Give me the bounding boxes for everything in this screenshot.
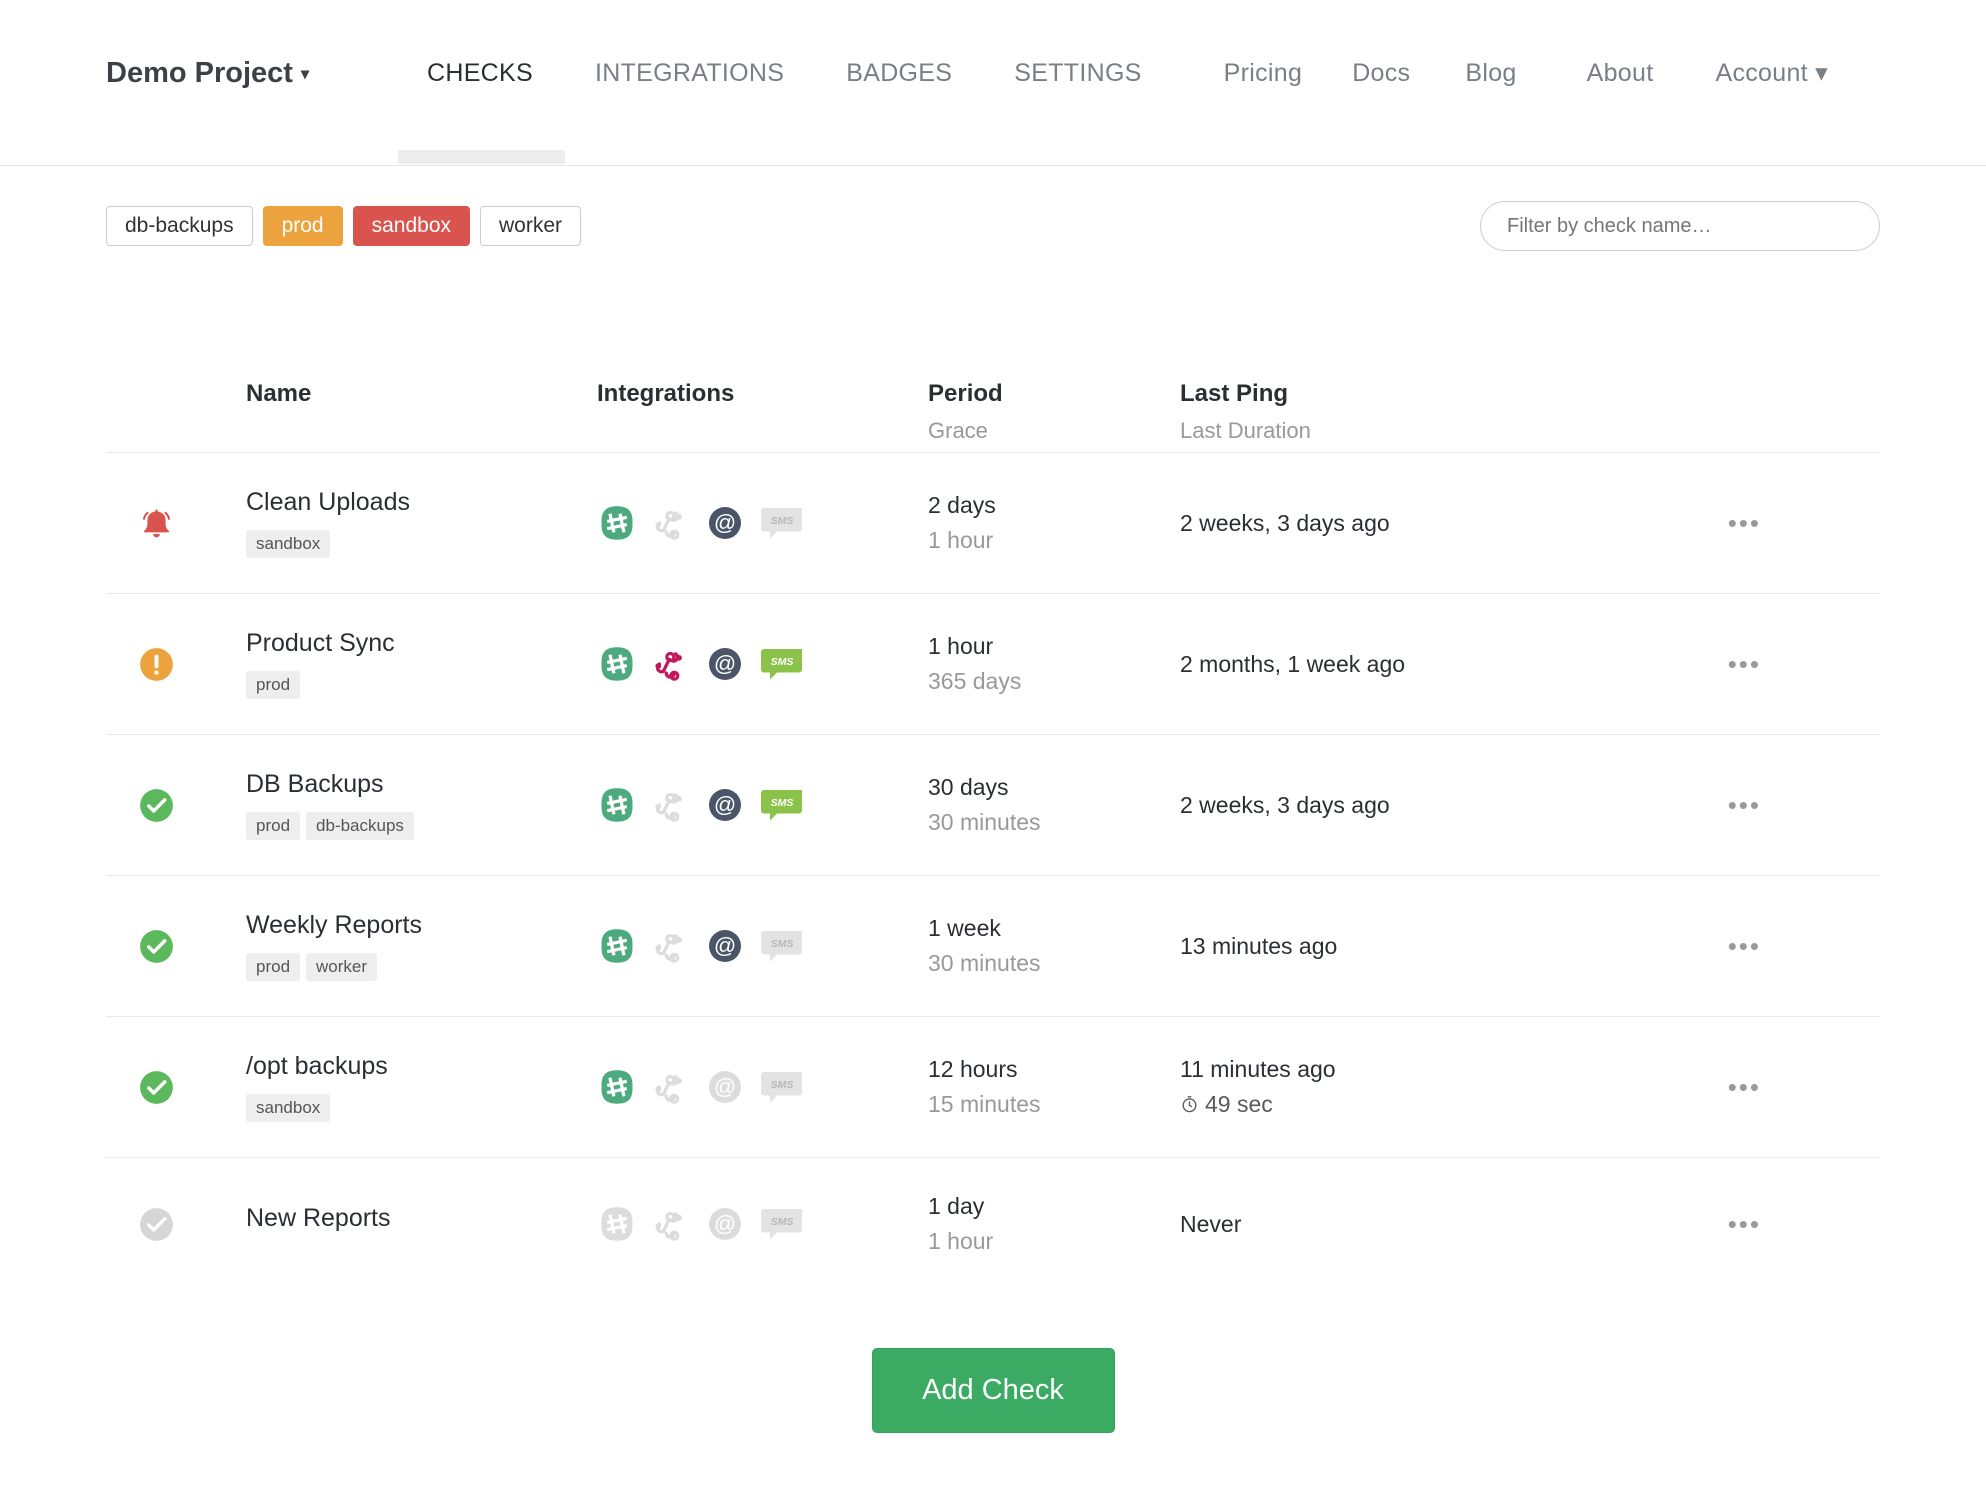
svg-text:@: @ [714,1211,736,1236]
svg-text:@: @ [714,933,736,958]
svg-text:SMS: SMS [771,656,794,668]
svg-text:SMS: SMS [771,1079,794,1091]
svg-text:@: @ [714,510,736,535]
svg-text:@: @ [714,792,736,817]
svg-text:SMS: SMS [771,797,794,809]
svg-text:@: @ [714,651,736,676]
svg-text:SMS: SMS [771,515,794,527]
svg-text:@: @ [714,1074,736,1099]
svg-text:SMS: SMS [771,938,794,950]
svg-text:SMS: SMS [771,1216,794,1228]
